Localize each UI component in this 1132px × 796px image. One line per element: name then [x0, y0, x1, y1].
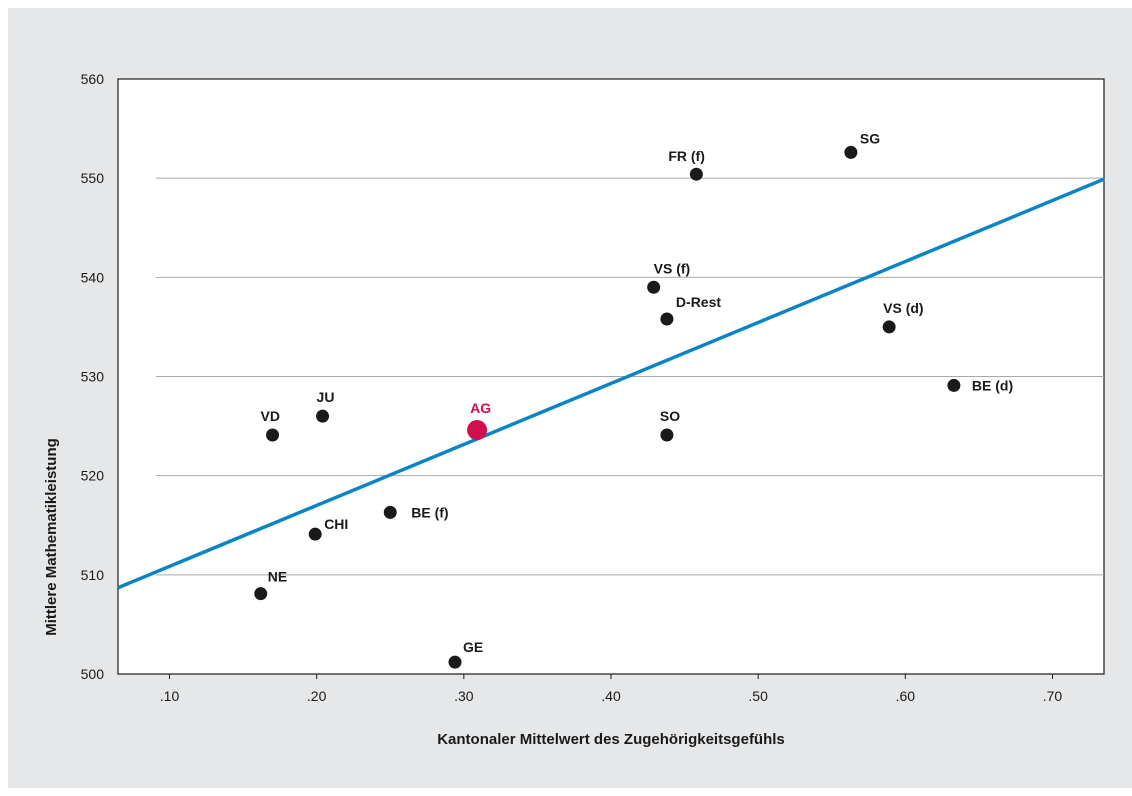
data-point-so	[660, 428, 674, 442]
data-label-ne: NE	[268, 569, 287, 585]
data-label-be-f: BE (f)	[411, 504, 448, 520]
data-label-chi: CHI	[324, 516, 348, 532]
data-point-fr-f	[689, 167, 703, 181]
x-tick-label: .20	[307, 688, 327, 704]
data-label-d-rest: D-Rest	[676, 294, 721, 310]
data-point-chi	[308, 527, 322, 541]
x-tick-label: .40	[601, 688, 621, 704]
data-point-vs-f	[647, 280, 661, 294]
y-tick-label: 510	[81, 567, 105, 583]
data-point-ag	[467, 420, 488, 441]
data-label-vs-f: VS (f)	[654, 260, 691, 276]
data-label-ag: AG	[470, 400, 491, 416]
data-label-ge: GE	[463, 639, 483, 655]
data-label-be-d: BE (d)	[972, 377, 1013, 393]
x-tick-label: .60	[896, 688, 916, 704]
x-tick-label: .10	[160, 688, 180, 704]
data-point-vd	[266, 428, 280, 442]
data-label-sg: SG	[860, 130, 880, 146]
data-label-so: SO	[660, 408, 680, 424]
x-axis-title: Kantonaler Mittelwert des Zugehörigkeits…	[437, 731, 785, 748]
y-tick-label: 520	[81, 468, 105, 484]
data-label-ju: JU	[317, 389, 335, 405]
data-label-fr-f: FR (f)	[668, 148, 705, 164]
data-point-vs-d	[882, 320, 896, 334]
data-point-be-d	[947, 378, 961, 392]
data-points: SG FR (f) VS (f) D-Rest VS (d) BE (d) JU VD AG SO…	[254, 130, 1013, 669]
data-point-ge	[448, 655, 462, 669]
y-axis-ticks: 500 510 520 530 540 550 560	[81, 71, 105, 682]
x-axis-ticks: .10 .20 .30 .40 .50 .60 .70	[160, 674, 1063, 704]
y-tick-label: 530	[81, 369, 105, 385]
trendline-group	[117, 177, 1105, 590]
y-tick-label: 540	[81, 269, 105, 285]
data-point-d-rest	[660, 312, 674, 326]
y-tick-label: 500	[81, 666, 105, 682]
data-point-be-f	[383, 505, 397, 519]
regression-line	[117, 177, 1105, 590]
x-tick-label: .30	[454, 688, 474, 704]
y-axis-title: Mittlere Mathematikleistung	[43, 438, 60, 636]
data-point-ju	[316, 409, 330, 423]
data-point-ne	[254, 587, 268, 601]
data-point-sg	[844, 145, 858, 159]
x-tick-label: .70	[1043, 688, 1063, 704]
x-tick-label: .50	[748, 688, 768, 704]
data-label-vd: VD	[261, 408, 280, 424]
data-label-vs-d: VS (d)	[883, 300, 923, 316]
y-tick-label: 560	[81, 71, 105, 87]
y-tick-label: 550	[81, 170, 105, 186]
